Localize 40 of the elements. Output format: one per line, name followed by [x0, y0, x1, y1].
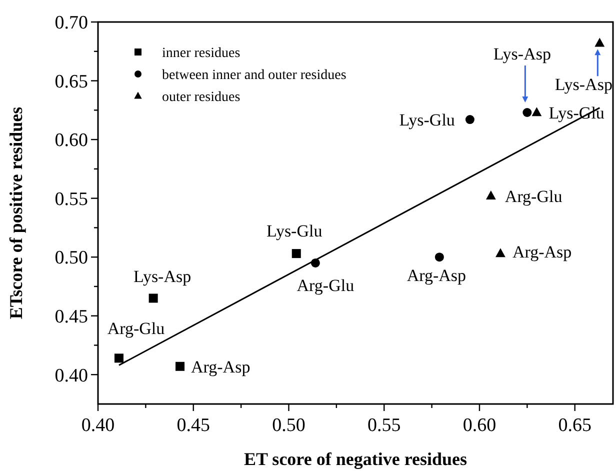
- y-tick-label: 0.50: [54, 248, 88, 269]
- x-tick-label: 0.55: [367, 415, 401, 436]
- point: [434, 252, 444, 262]
- annotation: Arg-Glu: [504, 186, 563, 206]
- point: [594, 38, 605, 47]
- point: [522, 108, 532, 118]
- point: [496, 248, 506, 258]
- x-tick-label: 0.50: [272, 415, 306, 436]
- annotation: Arg-Glu: [296, 276, 355, 295]
- point: [486, 190, 496, 200]
- annotation: Lys-Glu: [266, 222, 323, 240]
- point: [148, 294, 158, 303]
- x-tick-label: 0.65: [558, 415, 592, 436]
- y-tick-label: 0.65: [54, 71, 88, 92]
- y-tick-label: 0.60: [54, 130, 88, 152]
- annotation: Lys-Glu: [399, 110, 456, 130]
- legend-label: between inner and outer residues: [162, 68, 346, 83]
- point: [532, 107, 542, 116]
- annotation: Lys-Asp: [554, 75, 612, 94]
- y-axis-title: ETscore of positive residues: [6, 106, 26, 320]
- point: [176, 362, 185, 371]
- annotation: Lys-Asp: [134, 267, 192, 286]
- y-tick-label: 0.45: [54, 306, 88, 328]
- annotation: Arg-Asp: [191, 357, 250, 376]
- annotation: Arg-Asp: [512, 242, 572, 262]
- x-tick-label: 0.60: [462, 415, 496, 436]
- y-tick-label: 0.40: [54, 365, 88, 386]
- x-tick-label: 0.40: [81, 415, 115, 436]
- x-tick-label: 0.45: [176, 415, 210, 436]
- legend-label: outer residues: [162, 90, 240, 105]
- annotation: Arg-Glu: [107, 319, 166, 338]
- point: [114, 354, 124, 363]
- point: [465, 115, 474, 124]
- y-tick-label: 0.55: [54, 188, 88, 210]
- x-axis-title: ET score of negative residues: [244, 449, 467, 469]
- legend-label: inner residues: [162, 46, 240, 61]
- point: [292, 249, 301, 258]
- annotation: Lys-Asp: [493, 44, 551, 64]
- y-tick-label: 0.70: [54, 12, 88, 34]
- annotation: Arg-Asp: [406, 266, 466, 286]
